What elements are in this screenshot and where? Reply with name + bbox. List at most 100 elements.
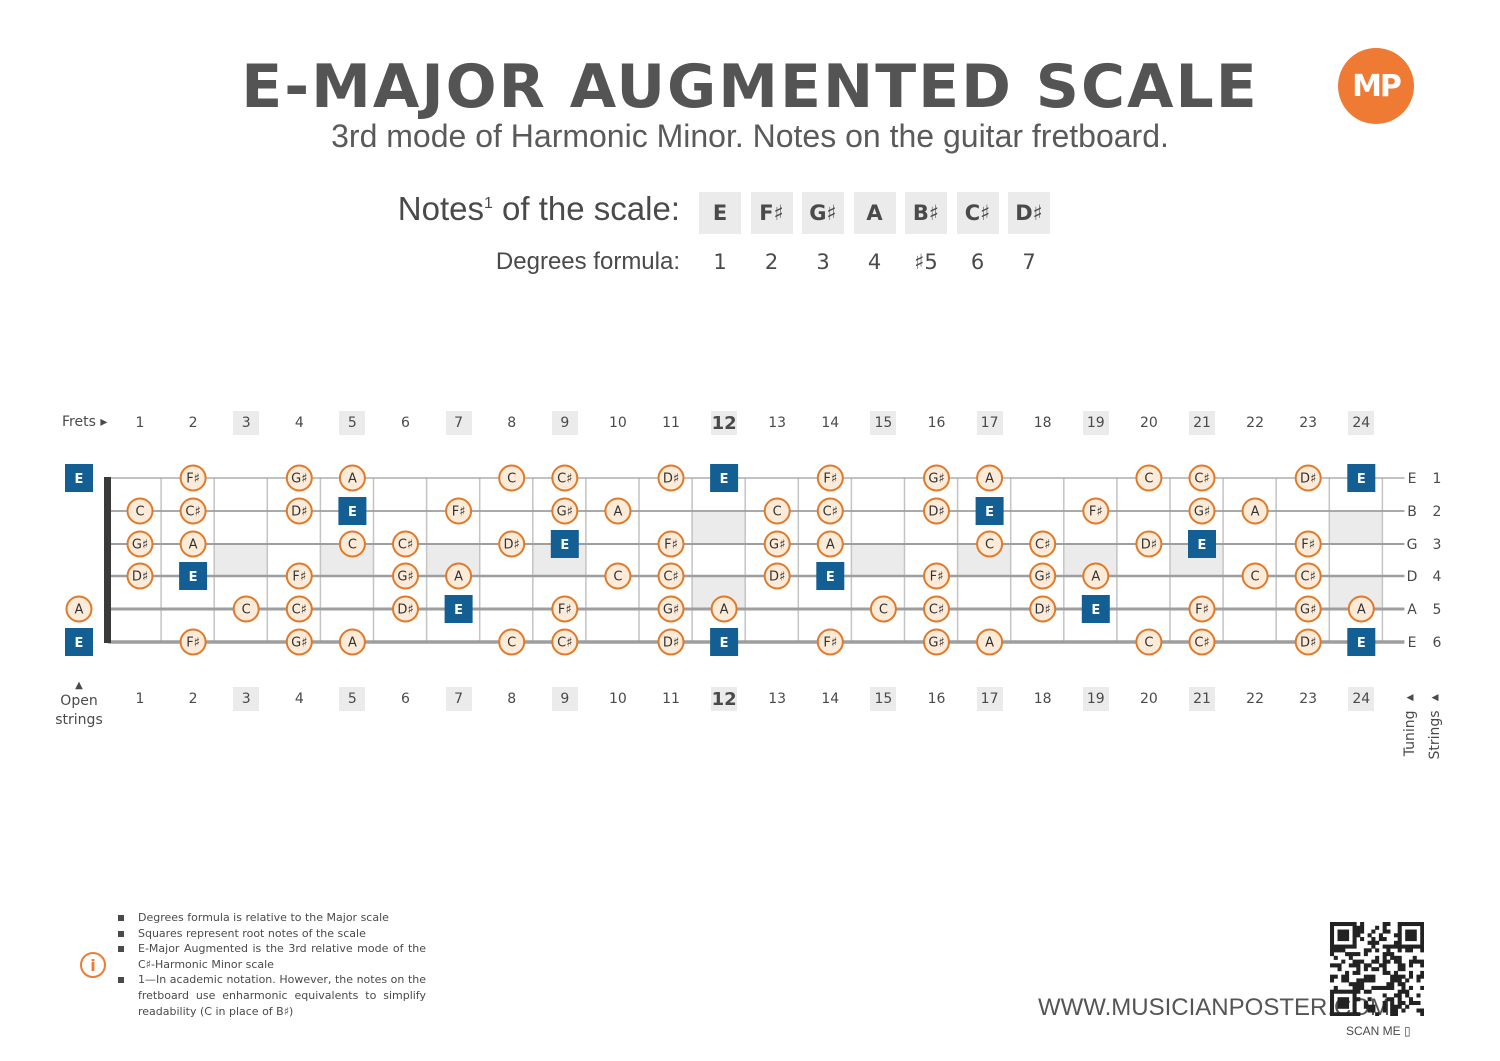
scale-note-circle (126, 562, 154, 590)
scale-note-box: A (853, 192, 896, 234)
qr-module (1367, 1004, 1372, 1009)
scale-note-circle (976, 464, 1004, 492)
qr-module (1345, 937, 1350, 942)
scale-note-circle (285, 497, 313, 525)
scale-note-label: F♯ (186, 636, 200, 651)
qr-module (1352, 985, 1357, 990)
qr-module (1397, 963, 1402, 968)
qr-module (1367, 974, 1372, 979)
qr-module (1356, 959, 1361, 964)
scale-note-label: C♯ (185, 505, 200, 520)
qr-module (1386, 985, 1391, 990)
qr-module (1416, 944, 1421, 949)
scale-note-circle (1188, 497, 1216, 525)
qr-module (1356, 933, 1361, 938)
qr-module (1330, 948, 1335, 953)
scale-note-circle (498, 464, 526, 492)
qr-module (1348, 952, 1353, 957)
scale-note-box: F♯ (750, 192, 793, 234)
scale-note-circle (1135, 628, 1163, 656)
qr-module (1401, 967, 1406, 972)
scale-note-label: C (1251, 570, 1260, 585)
scale-note-label: F♯ (823, 636, 837, 651)
qr-module (1330, 940, 1335, 945)
fret-number: 4 (294, 691, 304, 707)
scale-note-circle (179, 497, 207, 525)
root-note-square (65, 628, 93, 656)
root-note-square (710, 464, 739, 492)
scale-note-circle (1135, 464, 1163, 492)
qr-module (1337, 922, 1342, 927)
fret-number: 16 (927, 691, 946, 707)
scale-note-label: D♯ (291, 505, 307, 520)
fret-number: 14 (821, 691, 840, 707)
scale-degree: 2 (764, 250, 779, 274)
root-note-label: E (1091, 603, 1100, 618)
scale-note-label: F♯ (664, 538, 678, 553)
root-note-square (550, 530, 579, 558)
scale-note-circle (710, 595, 738, 623)
qr-module (1330, 929, 1335, 934)
scale-note-circle (498, 530, 526, 558)
qr-module (1401, 989, 1406, 994)
fret-number: 3 (233, 411, 260, 435)
scale-note-label: D♯ (663, 472, 679, 487)
scale-note-label: F♯ (1089, 505, 1103, 520)
qr-module (1405, 937, 1410, 942)
qr-module (1348, 944, 1353, 949)
qr-module (1352, 963, 1357, 968)
qr-module (1345, 997, 1350, 1002)
qr-module (1371, 929, 1376, 934)
root-note-label: E (720, 636, 729, 651)
qr-module (1401, 985, 1406, 990)
root-note-label: E (348, 505, 357, 520)
scale-note-circle (816, 497, 844, 525)
qr-module (1393, 1004, 1398, 1009)
fret-number: 6 (401, 415, 410, 431)
qr-module (1420, 970, 1424, 975)
scale-degree: 4 (867, 250, 882, 274)
qr-module (1386, 997, 1391, 1002)
qr-module (1341, 959, 1346, 964)
scale-note-circle (657, 530, 685, 558)
root-note-square (1081, 595, 1110, 623)
qr-code-icon[interactable] (1330, 922, 1424, 1016)
qr-module (1416, 974, 1421, 979)
qr-module (1408, 997, 1414, 1002)
scale-note-label: C♯ (1035, 538, 1050, 553)
scale-note-circle (816, 464, 844, 492)
qr-module (1408, 922, 1414, 927)
scale-note-box: D♯ (1008, 192, 1050, 234)
scale-note-circle (1029, 595, 1057, 623)
scale-note-label: G♯ (1194, 505, 1210, 520)
qr-module (1386, 959, 1391, 964)
qr-module (1333, 974, 1338, 979)
fret-marker-shade (851, 544, 905, 576)
qr-module (1397, 974, 1402, 979)
page-subtitle: 3rd mode of Harmonic Minor. Notes on the… (331, 118, 1169, 154)
qr-module (1330, 989, 1335, 994)
string-number-label: 3 (1433, 537, 1442, 553)
scale-note-label: G♯ (928, 636, 944, 651)
qr-module (1363, 948, 1368, 953)
qr-module (1345, 933, 1350, 938)
qr-module (1405, 978, 1410, 983)
qr-module (1363, 952, 1368, 957)
root-note-square (816, 562, 845, 590)
qr-module (1330, 1012, 1335, 1016)
qr-module (1337, 1004, 1342, 1009)
qr-module (1375, 967, 1380, 972)
qr-module (1371, 959, 1376, 964)
scale-note-circle (657, 595, 685, 623)
musicianposter-logo: MP (1338, 48, 1414, 124)
scale-note-circle (923, 628, 950, 656)
qr-module (1360, 959, 1365, 964)
qr-module (1382, 937, 1387, 942)
scale-note-label: C♯ (557, 472, 572, 487)
scale-note-label: F♯ (186, 472, 200, 487)
qr-module (1363, 963, 1368, 968)
scale-note-label: A (1251, 505, 1260, 520)
fret-number: 1 (135, 415, 145, 431)
qr-module (1352, 940, 1357, 945)
fret-marker-shade (214, 544, 268, 576)
